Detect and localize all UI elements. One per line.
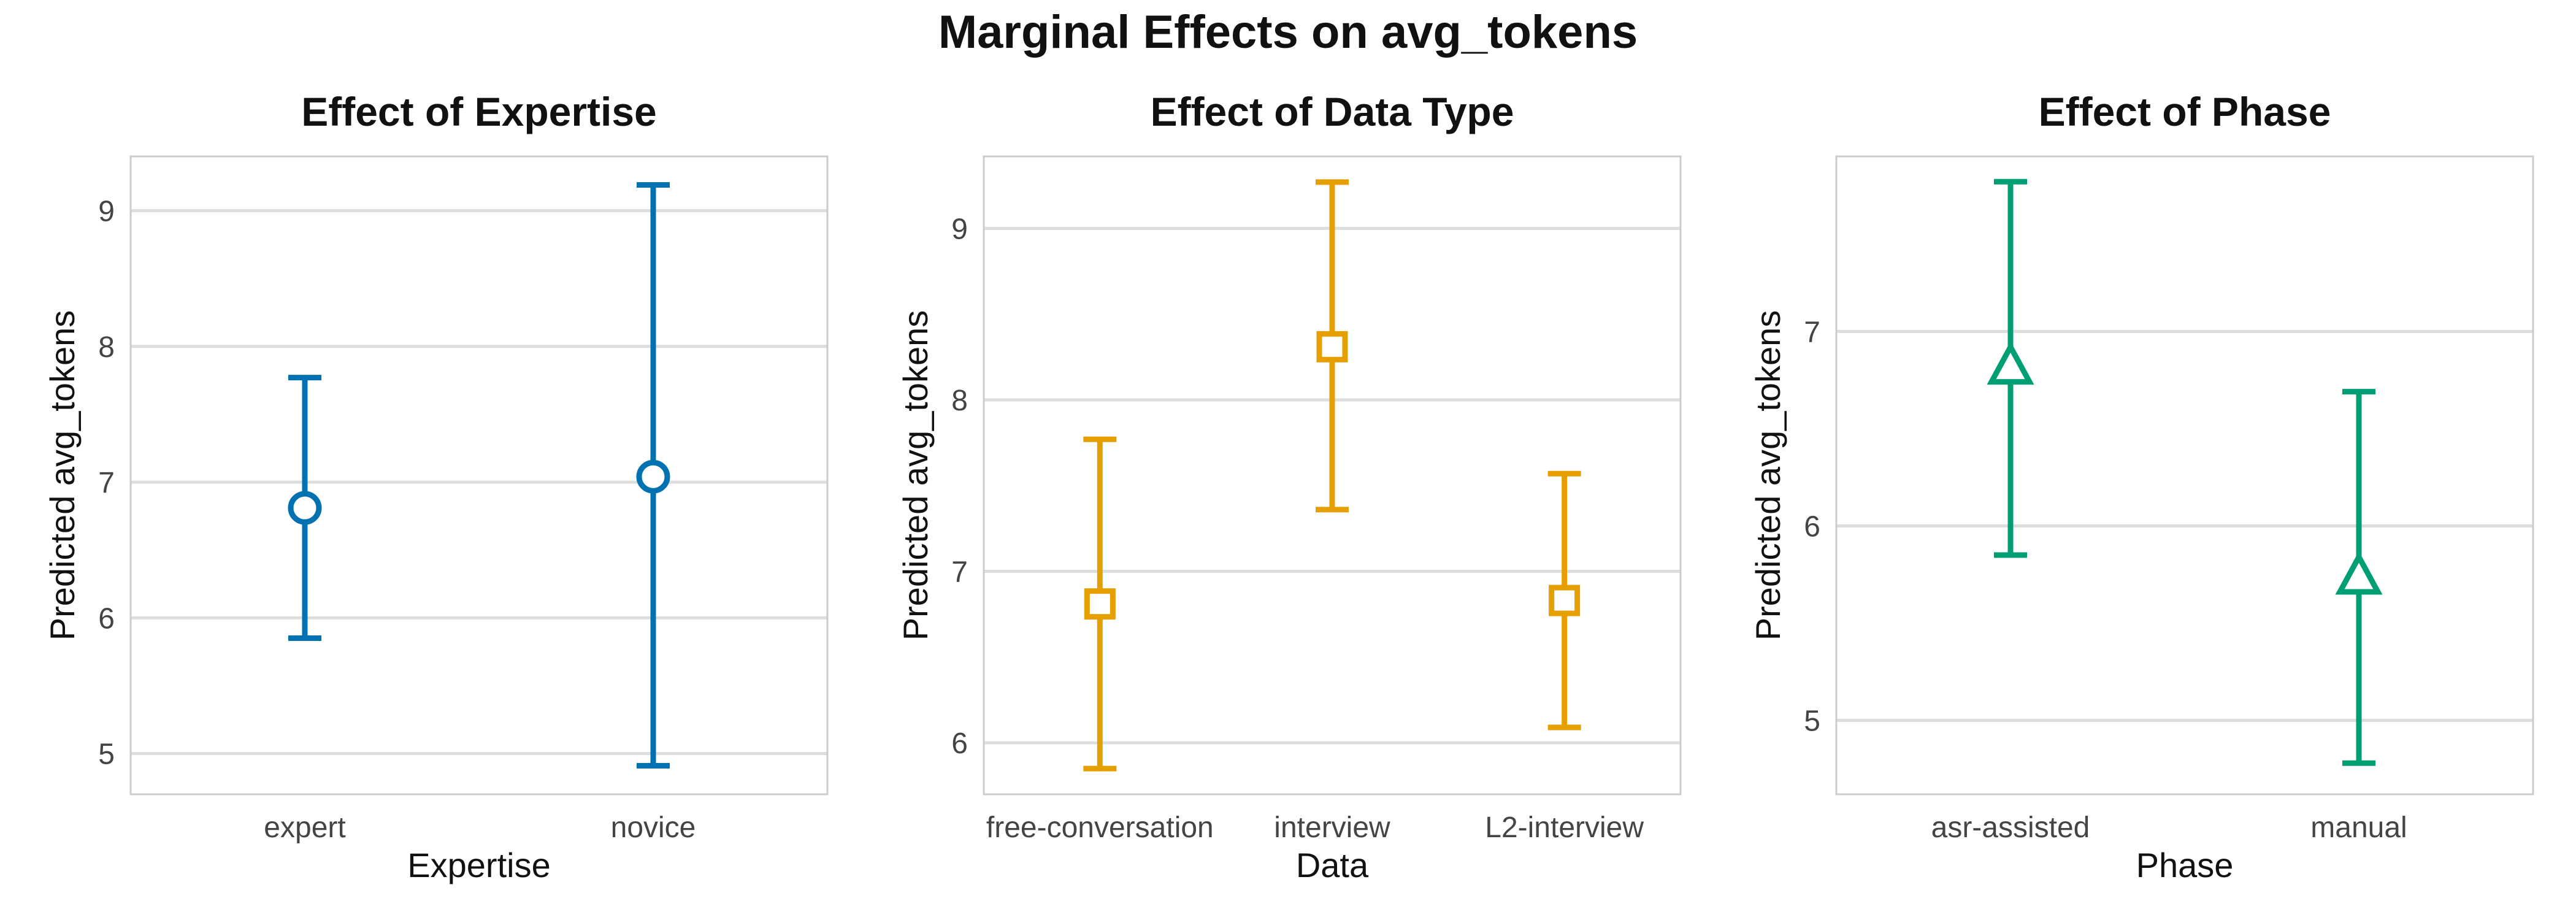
y-tick-label: 8: [98, 331, 115, 364]
y-tick-label: 9: [951, 213, 968, 245]
x-tick-label: interview: [1274, 811, 1390, 844]
data-point-interview: [1316, 179, 1349, 513]
y-axis-label: Predicted avg_tokens: [896, 310, 935, 641]
data-point-novice: [636, 182, 670, 769]
panel-phase: 5 6 7 Effect of Phase Phase Predicted avg_tok…: [1749, 89, 2534, 884]
x-tick-label: manual: [2310, 811, 2407, 844]
y-tick-label: 7: [1804, 316, 1820, 348]
x-axis-label: Phase: [2136, 846, 2234, 884]
point-marker: [288, 491, 322, 525]
data-point-manual: [2335, 389, 2383, 766]
point-marker: [636, 459, 670, 494]
chart-panels: 5 6 7 8 9 Effect of Expertise Expertise Predict…: [43, 89, 2534, 884]
point-marker: [1316, 331, 1348, 362]
y-tick-label: 6: [98, 602, 115, 635]
y-axis-label: Predicted avg_tokens: [43, 310, 82, 641]
y-axis-label: Predicted avg_tokens: [1749, 310, 1787, 641]
panel-expertise: 5 6 7 8 9 Effect of Expertise Expertise Predict…: [43, 89, 829, 884]
data-point-expert: [288, 375, 322, 642]
x-tick-label: expert: [264, 811, 345, 844]
x-tick-label: free-conversation: [986, 811, 1214, 844]
panel-data: 6 7 8 9 Effect of Data Type Data Predicted avg…: [896, 89, 1682, 884]
y-tick-label: 7: [98, 467, 115, 499]
figure-title: Marginal Effects on avg_tokens: [938, 6, 1638, 58]
y-tick-label: 9: [98, 196, 115, 228]
x-tick-label: novice: [611, 811, 696, 844]
panel-title: Effect of Data Type: [1151, 89, 1514, 134]
panel-title: Effect of Expertise: [301, 89, 657, 134]
point-marker: [1549, 585, 1581, 616]
y-tick-label: 7: [951, 556, 968, 589]
y-tick-label: 6: [951, 727, 968, 760]
y-tick-label: 5: [98, 738, 115, 771]
data-point-l2-interview: [1547, 470, 1581, 730]
x-axis-label: Data: [1296, 846, 1369, 884]
y-tick-label: 5: [1804, 705, 1820, 738]
data-point-free-conversation: [1083, 436, 1117, 772]
plot-frame: [1835, 155, 2534, 795]
x-axis-label: Expertise: [407, 846, 550, 884]
y-tick-label: 8: [951, 385, 968, 417]
panel-title: Effect of Phase: [2039, 89, 2331, 134]
point-marker: [1084, 588, 1116, 620]
point-marker: [1987, 341, 2034, 385]
y-tick-label: 6: [1804, 510, 1820, 543]
plot-frame: [983, 155, 1682, 795]
point-marker: [2335, 551, 2383, 595]
data-point-asr-assisted: [1987, 178, 2034, 558]
plot-frame: [129, 155, 829, 795]
x-tick-label: asr-assisted: [1931, 811, 2090, 844]
x-tick-label: L2-interview: [1485, 811, 1644, 844]
